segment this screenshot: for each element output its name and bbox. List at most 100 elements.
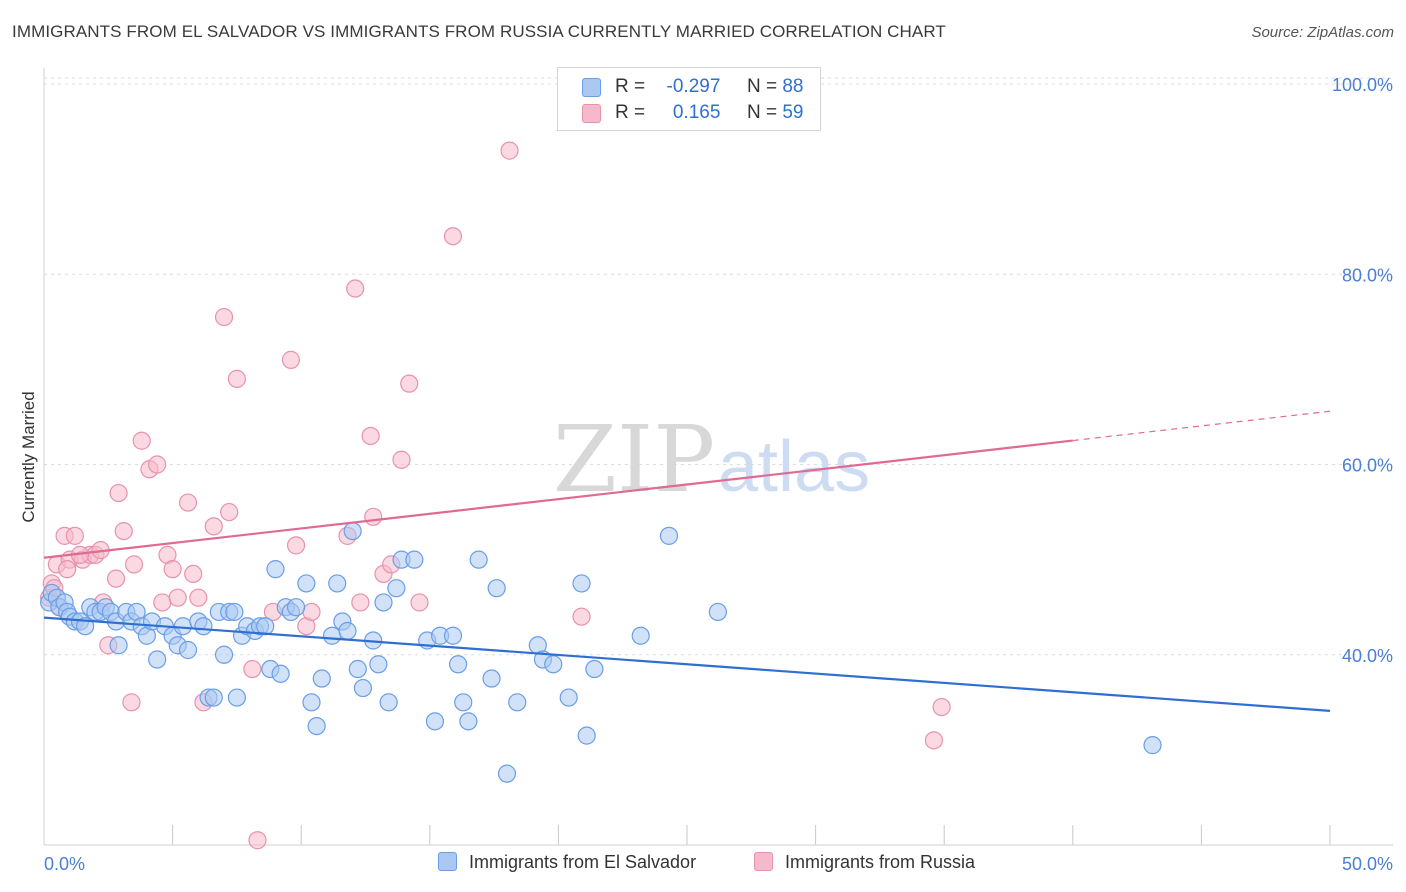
el-salvador-point [482,669,501,688]
russia-point [106,569,126,588]
el-salvador-point [708,602,727,622]
russia-point [443,227,463,246]
russia-point [286,536,306,555]
russia-point [361,426,380,446]
el-salvador-point [469,550,488,569]
russia-point [500,141,519,160]
russia-point [114,521,133,541]
bottom-legend-swatch-blue [438,852,457,871]
russia-point [168,588,187,607]
legend-r-value: 0.165 [672,102,721,123]
bottom-legend-label: Immigrants from Russia [785,852,976,872]
russia-point [410,593,429,612]
el-salvador-point [405,550,424,569]
y-tick-labels: 40.0% 60.0% 80.0% 100.0% [1332,75,1393,666]
el-salvador-point [585,659,604,679]
el-salvador-point [497,764,517,783]
el-salvador-point [312,669,331,688]
el-salvador-point [286,598,306,617]
el-salvador-point [343,521,362,541]
legend-r-label: R = [615,76,646,97]
el-salvador-point [214,645,234,664]
y-tick-label: 80.0% [1342,265,1393,285]
russia-point [346,279,365,298]
russia-point [124,555,144,574]
bottom-legend-el-salvador: Immigrants from El Salvador [438,852,696,873]
el-salvador-point [227,688,246,707]
el-salvador-point [659,526,679,545]
trend-lines [43,410,1331,712]
el-salvador-point [577,726,596,745]
russia-point [227,369,246,389]
el-salvador-point [271,664,290,683]
el-salvador-point [225,602,244,622]
el-salvador-point [459,712,478,731]
el-salvador-point [178,640,198,660]
el-salvador-point [194,617,213,636]
russia-point [281,350,301,369]
russia-point [572,607,591,626]
russia-point [220,502,239,522]
russia-trend-line-extension [1072,410,1331,442]
legend-n-value: 59 [782,102,804,123]
el-salvador-point [454,693,473,712]
russia-point [302,602,321,622]
bottom-legend-label: Immigrants from El Salvador [469,852,697,872]
el-salvador-point [204,688,223,707]
el-salvador-point [266,560,285,579]
y-axis-label: Currently Married [19,391,38,522]
russia-point [109,483,128,503]
el-salvador-points [40,521,1162,783]
chart-source: Source: ZipAtlas.com [1251,24,1394,41]
el-salvador-point [328,574,347,593]
russia-point [248,831,267,850]
bottom-legend-swatch-pink [754,852,773,871]
el-salvador-point [544,655,563,674]
el-salvador-point [379,693,398,712]
y-tick-label: 100.0% [1332,75,1393,95]
bottom-legend-russia: Immigrants from Russia [754,852,975,873]
russia-point [214,307,234,327]
axes [43,68,1393,846]
legend-swatch-pink [582,104,601,123]
y-tick-label: 60.0% [1342,456,1393,476]
el-salvador-point [448,655,468,674]
el-salvador-point [353,678,373,698]
el-salvador-point [487,579,506,598]
legend-r-value: -0.297 [666,76,721,97]
russia-point [189,588,208,607]
russia-point [122,693,141,712]
el-salvador-point [348,659,367,679]
russia-point [400,374,419,393]
watermark-zip: ZIP [553,406,715,513]
el-salvador-point [443,626,463,645]
russia-point [163,560,182,579]
el-salvador-trend-line [43,616,1331,712]
correlation-legend: R = -0.297 N = 88 R = 0.165 N = 59 [557,67,821,131]
russia-point [364,507,383,526]
legend-n-value: 88 [782,76,804,97]
el-salvador-point [297,574,316,593]
russia-point [243,659,262,679]
russia-point [924,731,944,750]
el-salvador-point [374,593,393,612]
russia-point [153,593,172,612]
el-salvador-point [148,650,167,669]
el-salvador-point [572,574,591,593]
russia-point [58,560,77,579]
el-salvador-point [322,626,342,645]
x-tick-label: 0.0% [44,854,85,874]
el-salvador-point [508,693,527,712]
el-salvador-point [109,636,128,655]
russia-point [184,564,203,584]
el-salvador-point [1143,736,1162,755]
russia-point [132,431,151,450]
x-tick-labels: 0.0% 50.0% [44,854,1393,874]
russia-trend-line [43,439,1073,559]
el-salvador-point [631,626,650,645]
russia-point [204,517,223,536]
russia-point [932,697,951,717]
chart-title: IMMIGRANTS FROM EL SALVADOR VS IMMIGRANT… [12,22,946,41]
y-tick-label: 40.0% [1342,646,1393,666]
